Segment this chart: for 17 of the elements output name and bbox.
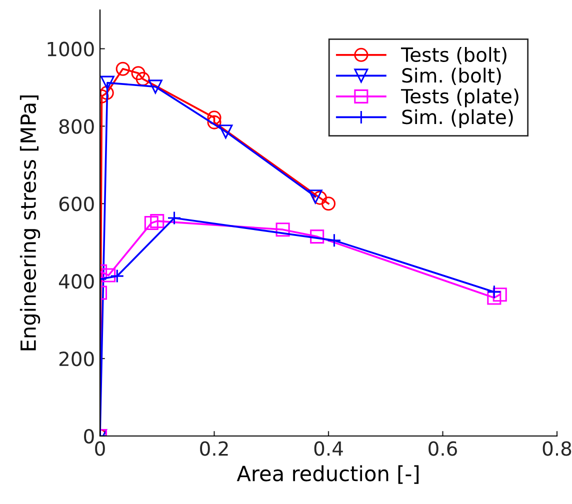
x-tick-label: 0.2 (200, 441, 228, 456)
x-tick-label: 0.6 (428, 441, 457, 456)
y-tick-label: 200 (59, 352, 94, 366)
y-tick-label: 0 (84, 428, 94, 444)
y-tick-label: 400 (58, 274, 94, 289)
y-tick-label: 1000 (48, 42, 94, 56)
y-tick-label: 600 (59, 196, 94, 212)
x-axis-title: Area reduction [-] (236, 465, 419, 484)
legend-label: Tests (bolt) (400, 46, 506, 64)
legend-label: Sim. (bolt) (402, 68, 501, 86)
legend-label: Tests (plate) (400, 88, 518, 108)
x-tick-label: 0 (95, 441, 105, 456)
x-tick-label: 0.8 (542, 441, 572, 456)
y-tick-label: 800 (59, 119, 94, 134)
legend-label: Sim. (plate) (402, 109, 513, 128)
y-axis-title: Engineering stress [MPa] (20, 96, 40, 350)
x-tick-label: 0.4 (314, 441, 343, 456)
